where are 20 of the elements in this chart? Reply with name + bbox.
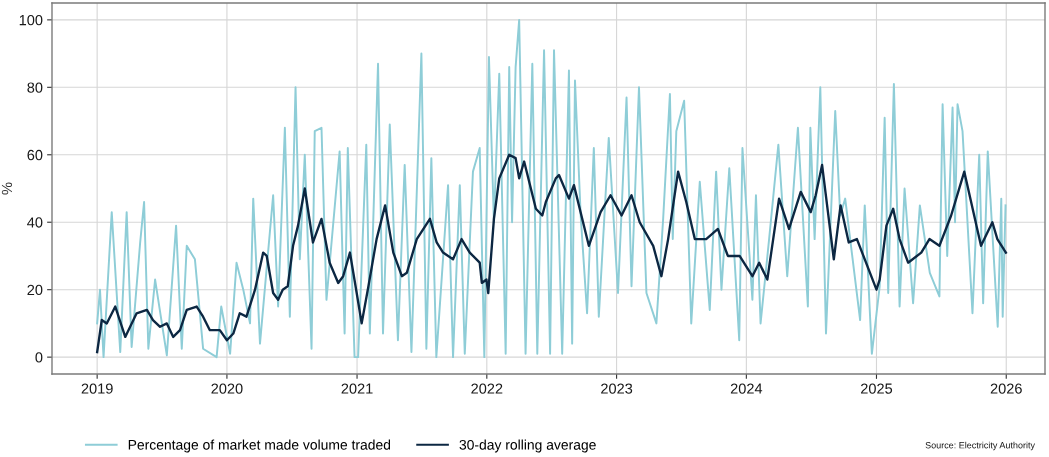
x-tick-label: 2025 [860, 383, 893, 394]
y-tick-label: 40 [27, 217, 43, 228]
y-axis-title: % [1, 182, 13, 195]
y-tick-label: 0 [35, 352, 43, 363]
x-tick-label: 2020 [211, 383, 243, 394]
x-tick-label: 2021 [341, 383, 373, 394]
y-tick-label: 100 [19, 14, 43, 26]
x-tick-label: 2026 [990, 383, 1022, 394]
line-series [95, 153, 1008, 354]
y-tick-label: 60 [27, 149, 43, 161]
y-tick-label: 80 [27, 82, 43, 93]
y-tick-label: 20 [27, 284, 43, 296]
legend-label: Percentage of market made volume traded [128, 439, 391, 453]
x-tick-label: 2023 [601, 383, 633, 394]
x-tick-label: 2024 [730, 383, 763, 394]
legend-label: 30-day rolling average [459, 439, 596, 453]
line-series [96, 18, 1007, 359]
x-tick-label: 2019 [81, 383, 113, 394]
source-note: Source: Electricity Authority [925, 441, 1035, 451]
x-tick-label: 2022 [471, 383, 503, 394]
